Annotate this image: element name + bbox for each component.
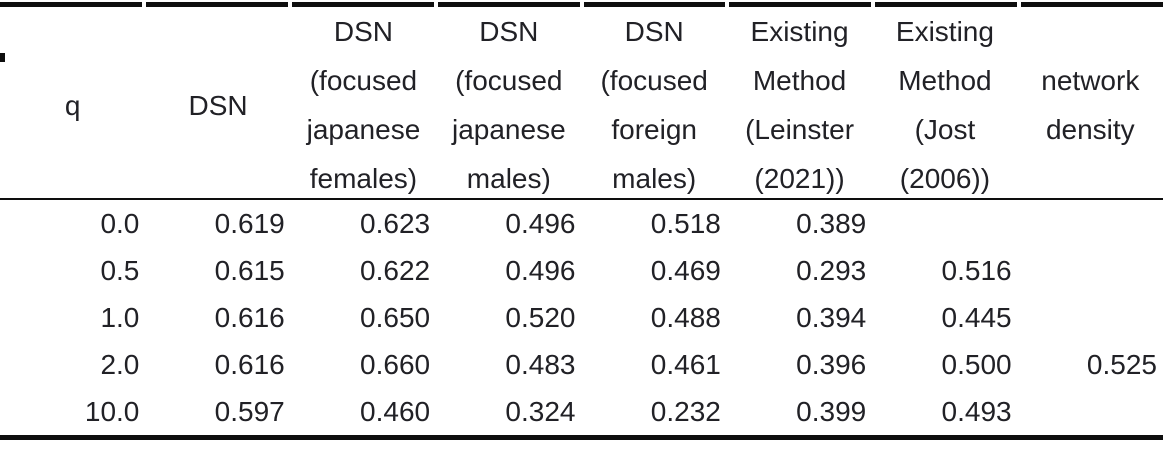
table-row: 1.0 0.616 0.650 0.520 0.488 0.394 0.445 xyxy=(0,294,1163,341)
top-rule-segment xyxy=(729,2,872,7)
table-row: 0.0 0.619 0.623 0.496 0.518 0.389 xyxy=(0,200,1163,247)
table-cell-dsn: 0.615 xyxy=(214,254,285,286)
table-cell-q: 2.0 xyxy=(100,348,140,380)
table-cell-dsn-japanese-males: 0.483 xyxy=(505,348,576,380)
top-rule-segment xyxy=(583,2,726,7)
table-cell-dsn-japanese-males: 0.496 xyxy=(505,207,576,239)
table-cell-dsn-japanese-females: 0.460 xyxy=(360,395,431,427)
table-header-rule xyxy=(0,198,1163,200)
table-row: 0.5 0.615 0.622 0.496 0.469 0.293 0.516 xyxy=(0,247,1163,294)
column-header-existing-method-leinster: Existing Method (Leinster (2021)) xyxy=(745,16,855,194)
table-cell-dsn: 0.619 xyxy=(214,207,285,239)
table-cell-dsn-japanese-females: 0.650 xyxy=(360,301,431,333)
table-top-rule xyxy=(0,2,1163,7)
table-cell-jost: 0.500 xyxy=(941,348,1012,380)
top-rule-segment xyxy=(145,2,288,7)
table-cell-q: 1.0 xyxy=(100,301,140,333)
column-header-dsn: DSN xyxy=(188,89,248,121)
top-rule-segment xyxy=(291,2,434,7)
table-cell-dsn-japanese-females: 0.623 xyxy=(360,207,431,239)
column-header-existing-method-jost: Existing Method (Jost (2006)) xyxy=(895,16,994,194)
top-rule-segment xyxy=(437,2,580,7)
table-cell-leinster: 0.389 xyxy=(796,207,867,239)
table-cell-dsn-japanese-males: 0.496 xyxy=(505,254,576,286)
column-header-dsn-focused-japanese-females: DSN (focused japanese females) xyxy=(306,16,421,194)
table-cell-leinster: 0.293 xyxy=(796,254,867,286)
table-cell-q: 0.5 xyxy=(100,254,140,286)
table-cell-leinster: 0.394 xyxy=(796,301,867,333)
table-cell-dsn-foreign-males: 0.469 xyxy=(650,254,721,286)
table-cell-dsn-foreign-males: 0.488 xyxy=(650,301,721,333)
table-cell-dsn: 0.616 xyxy=(214,348,285,380)
table-cell-dsn-japanese-females: 0.660 xyxy=(360,348,431,380)
top-rule-segment xyxy=(875,2,1018,7)
table-row: 2.0 0.616 0.660 0.483 0.461 0.396 0.500 … xyxy=(0,341,1163,388)
table-bottom-rule xyxy=(0,435,1163,440)
table-body: 0.0 0.619 0.623 0.496 0.518 0.389 0.5 0.… xyxy=(0,200,1163,435)
top-rule-segment xyxy=(1021,2,1163,7)
column-header-network-density: network density xyxy=(1041,65,1140,145)
table-cell-q: 0.0 xyxy=(100,207,140,239)
table-cell-dsn: 0.597 xyxy=(214,395,285,427)
table-cell-dsn-foreign-males: 0.518 xyxy=(650,207,721,239)
table-cell-dsn-japanese-males: 0.520 xyxy=(505,301,576,333)
table-cell-leinster: 0.399 xyxy=(796,395,867,427)
column-header-dsn-focused-japanese-males: DSN (focused japanese males) xyxy=(451,16,566,194)
table-cell-dsn-foreign-males: 0.461 xyxy=(650,348,721,380)
table-cell-q: 10.0 xyxy=(84,395,140,427)
results-table: q DSN DSN (focused japanese females) DSN… xyxy=(0,2,1163,440)
table-header-row: q DSN DSN (focused japanese females) DSN… xyxy=(0,7,1163,198)
column-header-dsn-focused-foreign-males: DSN (focused foreign males) xyxy=(600,16,708,194)
table-cell-jost: 0.516 xyxy=(941,254,1012,286)
table-cell-leinster: 0.396 xyxy=(796,348,867,380)
table-cell-network-density: 0.525 xyxy=(1086,348,1157,380)
column-header-q: q xyxy=(64,89,81,121)
left-edge-artifact-mark xyxy=(0,53,5,62)
table-cell-dsn-foreign-males: 0.232 xyxy=(650,395,721,427)
top-rule-segment xyxy=(0,2,142,7)
table-cell-jost: 0.445 xyxy=(941,301,1012,333)
table-cell-dsn-japanese-females: 0.622 xyxy=(360,254,431,286)
table-cell-dsn-japanese-males: 0.324 xyxy=(505,395,576,427)
table-row: 10.0 0.597 0.460 0.324 0.232 0.399 0.493 xyxy=(0,388,1163,435)
table-cell-dsn: 0.616 xyxy=(214,301,285,333)
table-cell-jost: 0.493 xyxy=(941,395,1012,427)
